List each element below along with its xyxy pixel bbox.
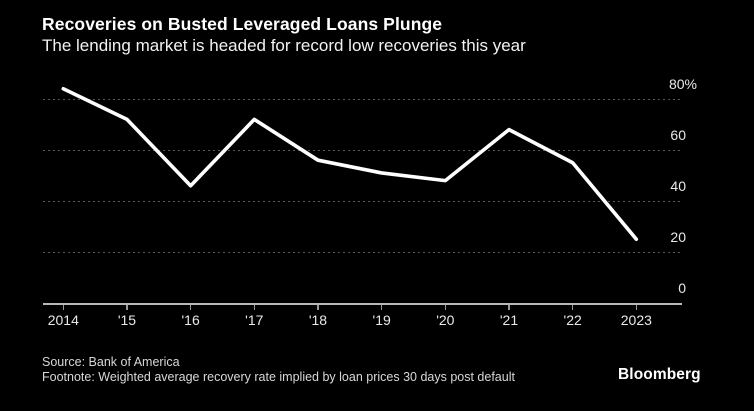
x-tick-2014: [62, 304, 65, 310]
y-axis-label-0: 0: [678, 280, 686, 296]
x-tick-19: [380, 304, 383, 310]
x-axis-label-20: '20: [436, 312, 455, 328]
x-axis-line: [43, 303, 682, 305]
x-axis-label-21: '21: [499, 312, 519, 328]
y-gridline-20: [43, 252, 682, 253]
x-axis-label-18: '18: [308, 312, 328, 328]
x-tick-17: [253, 304, 256, 310]
bloomberg-logo: Bloomberg: [618, 366, 701, 383]
y-axis-label-60: 60: [670, 127, 686, 143]
x-tick-2023: [635, 304, 638, 310]
y-gridline-80: [43, 99, 682, 100]
x-axis-label-19: '19: [372, 312, 391, 328]
x-axis-label-22: '22: [563, 312, 582, 328]
y-axis-label-40: 40: [670, 178, 686, 194]
x-tick-18: [317, 304, 319, 310]
x-tick-16: [189, 304, 192, 310]
x-tick-20: [444, 304, 447, 310]
y-gridline-60: [43, 150, 682, 151]
y-axis-label-20: 20: [670, 229, 686, 245]
y-gridline-40: [43, 201, 682, 202]
x-axis-label-15: '15: [117, 312, 137, 328]
y-axis-label-80: 80%: [668, 76, 697, 92]
x-tick-22: [571, 304, 574, 310]
x-axis-label-2023: 2023: [620, 312, 652, 328]
x-tick-15: [126, 304, 128, 310]
x-axis-label-16: '16: [181, 312, 200, 328]
recovery-rate-line: [61, 87, 639, 242]
chart-subtitle: The lending market is headed for record …: [42, 36, 526, 55]
x-tick-21: [508, 304, 510, 310]
footnote-text: Footnote: Weighted average recovery rate…: [42, 370, 515, 384]
source-text: Source: Bank of America: [42, 355, 180, 369]
chart-title: Recoveries on Busted Leveraged Loans Plu…: [42, 14, 443, 34]
x-axis-label-2014: 2014: [47, 312, 79, 328]
x-axis-label-17: '17: [245, 312, 264, 328]
